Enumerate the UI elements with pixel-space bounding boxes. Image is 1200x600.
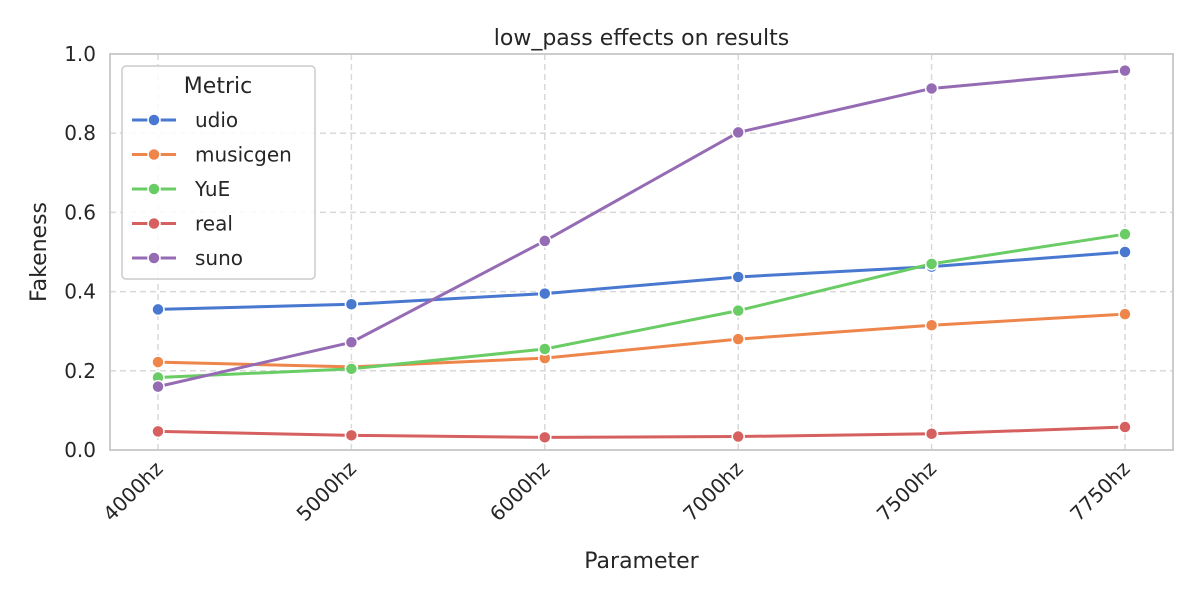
- series-suno: [151, 63, 1132, 394]
- legend-marker: [147, 182, 161, 196]
- plot-frame: [109, 53, 1174, 451]
- y-tick-label: 0.8: [64, 121, 96, 145]
- legend-marker: [147, 147, 161, 162]
- data-point: [1118, 307, 1132, 321]
- y-tick-label: 0.0: [64, 438, 96, 462]
- data-point: [1118, 420, 1132, 434]
- data-point: [151, 424, 165, 439]
- data-point: [731, 303, 745, 318]
- legend-marker: [147, 216, 161, 231]
- series-line: [157, 312, 1126, 369]
- data-point: [344, 335, 359, 350]
- legend-entry: musicgen: [132, 143, 292, 167]
- y-tick-label: 0.6: [64, 200, 96, 224]
- y-tick-labels: 0.0 0.2 0.4 0.6 0.8 1.0: [64, 42, 96, 462]
- y-tick-label: 1.0: [64, 42, 96, 66]
- legend-entry: real: [132, 212, 233, 236]
- data-point: [731, 125, 745, 140]
- data-point: [731, 270, 745, 284]
- x-tick-label: 6000hz: [485, 457, 554, 526]
- data-point: [731, 429, 745, 444]
- series-line: [157, 250, 1126, 311]
- chart-title: low_pass effects on results: [494, 26, 789, 51]
- series-real: [151, 420, 1132, 445]
- data-point: [151, 379, 165, 394]
- series-line: [157, 232, 1126, 380]
- data-point: [924, 318, 939, 333]
- legend-title: Metric: [184, 74, 252, 99]
- data-point: [924, 257, 939, 271]
- data-point: [1118, 63, 1132, 78]
- data-point: [344, 297, 359, 312]
- data-point: [924, 427, 939, 441]
- data-point: [344, 428, 359, 443]
- legend-entries: udio musicgen YuE real suno: [132, 108, 292, 270]
- data-point: [538, 234, 552, 248]
- series-line: [157, 69, 1126, 389]
- data-point: [151, 355, 165, 369]
- data-point: [538, 430, 552, 445]
- x-tick-label: 7000hz: [678, 457, 747, 526]
- series-YuE: [151, 227, 1132, 385]
- x-tick-labels: 4000hz 5000hz 6000hz 7000hz 7500hz 7750hz: [98, 457, 1134, 526]
- legend-label: real: [195, 212, 233, 236]
- data-point: [1118, 245, 1132, 259]
- series-line: [157, 425, 1126, 439]
- legend-marker: [147, 251, 161, 265]
- x-axis-label: Parameter: [584, 549, 699, 574]
- legend-entry: udio: [132, 108, 238, 132]
- legend: Metric udio musicgen YuE real suno: [121, 65, 316, 280]
- x-tick-label: 7500hz: [872, 457, 941, 526]
- x-tick-label: 5000hz: [292, 457, 361, 526]
- data-point: [731, 332, 745, 346]
- data-point: [1118, 227, 1132, 241]
- x-tick-label: 4000hz: [98, 457, 167, 526]
- legend-label: YuE: [194, 177, 230, 201]
- legend-label: musicgen: [195, 143, 292, 167]
- y-tick-label: 0.2: [64, 359, 96, 383]
- legend-entry: YuE: [132, 177, 230, 201]
- data-point: [538, 342, 552, 356]
- legend-label: suno: [195, 246, 243, 270]
- legend-marker: [147, 113, 161, 127]
- data-point: [344, 362, 359, 376]
- data-point: [151, 302, 165, 317]
- data-point: [538, 286, 552, 301]
- series-musicgen: [151, 307, 1132, 374]
- data-point: [924, 81, 939, 96]
- legend-label: udio: [195, 108, 238, 132]
- x-tick-label: 7750hz: [1065, 457, 1134, 526]
- series-layer: [151, 63, 1132, 445]
- y-axis-label: Fakeness: [27, 202, 52, 302]
- legend-entry: suno: [132, 246, 243, 270]
- y-tick-label: 0.4: [64, 280, 96, 304]
